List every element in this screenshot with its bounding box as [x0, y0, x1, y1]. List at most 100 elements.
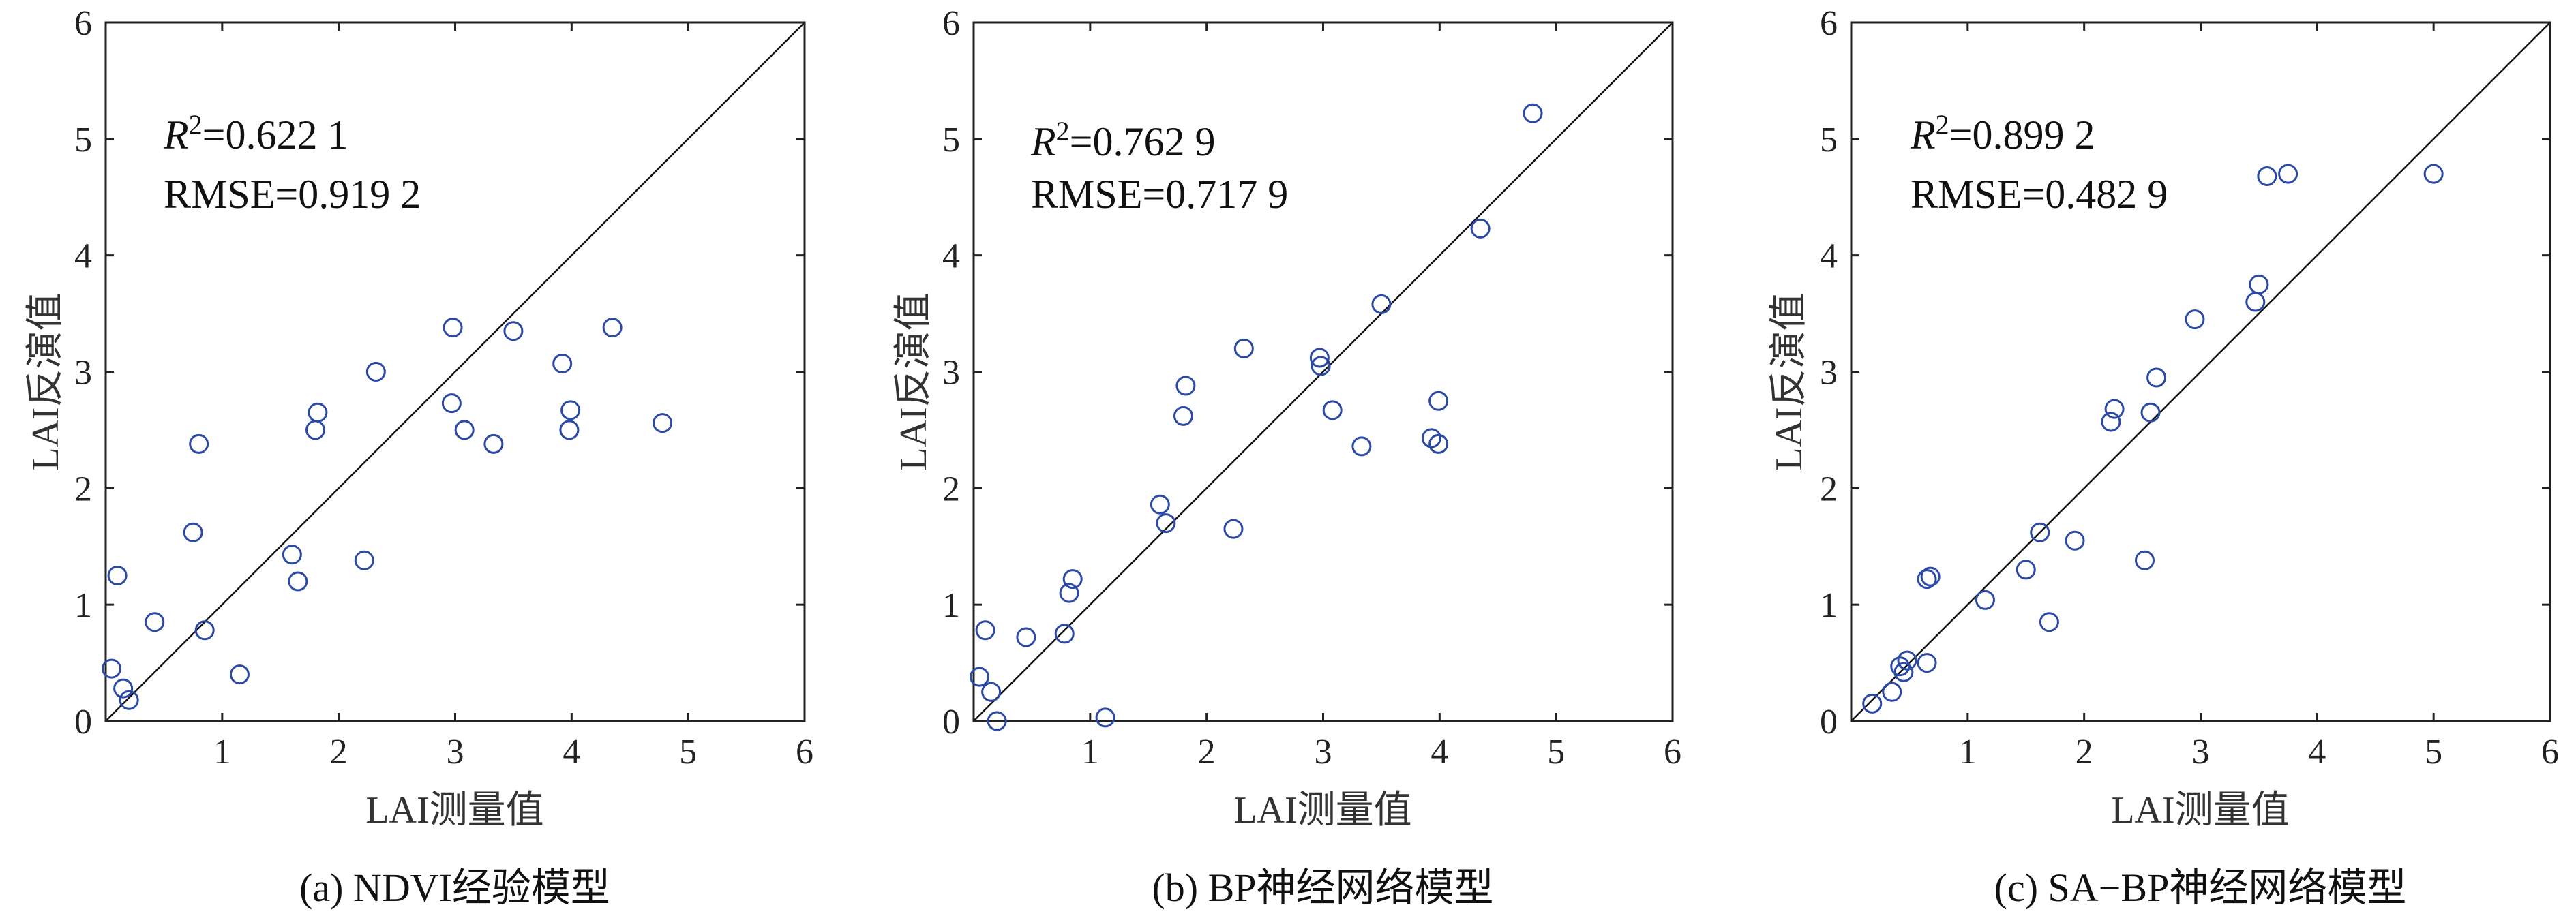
panel-b-data-point — [1173, 406, 1193, 426]
panel-b-xtick-label: 4 — [1431, 733, 1448, 771]
panel-b-ytick-label: 1 — [942, 586, 960, 625]
panel-c-data-point — [2146, 367, 2167, 388]
panel-b-data-point — [1223, 519, 1244, 539]
panel-c-data-point — [2135, 550, 2155, 570]
panel-a-data-point — [552, 354, 573, 374]
panel-c-data-point — [1975, 590, 1995, 610]
panel-a-rmse: RMSE=0.919 2 — [164, 172, 421, 217]
panel-c-data-point — [1862, 693, 1883, 714]
panel-a-data-point — [288, 571, 308, 592]
panel-a-data-point — [194, 620, 215, 641]
panel-a-data-point — [443, 318, 463, 338]
panel-c-r2: R2=0.899 2 — [1910, 109, 2095, 157]
panel-b-ytick-label: 4 — [942, 237, 960, 276]
panel-a-xlabel: LAI测量值 — [365, 789, 543, 831]
panel-a-r2-value: =0.622 1 — [203, 112, 348, 157]
panel-a-data-point — [441, 393, 462, 414]
panel-b-caption: (b) BP神经网络模型 — [1152, 866, 1493, 910]
panel-b-xtick-label: 3 — [1315, 733, 1332, 771]
panel-c-data-point — [2101, 412, 2121, 432]
plot-c-marks: 1 2 3 4 5 6 0 1 2 3 4 5 6 — [1820, 4, 2559, 771]
panel-a-data-point — [308, 402, 328, 423]
panel-b-data-point — [1062, 569, 1083, 590]
panel-b-data-point — [1371, 294, 1392, 314]
panel-b-data-point — [1150, 494, 1170, 515]
panel-a-data-point — [653, 413, 673, 433]
panel-a-data-point — [183, 522, 203, 542]
panel-a-data-point — [102, 658, 122, 679]
panel-c-data-point — [1917, 569, 1937, 590]
panel-c-data-point — [2039, 612, 2059, 632]
panel-b-ytick-label: 0 — [942, 703, 960, 741]
panel-c-r2-symbol: R — [1910, 112, 1936, 157]
panel-b-data-point — [1470, 218, 1491, 239]
panel-c-data-point — [1893, 662, 1914, 682]
panel-a-data-point — [365, 362, 386, 382]
panel-a-data-point — [229, 664, 250, 685]
panel-a-data-point — [145, 612, 165, 632]
panel-c-data-point — [1882, 682, 1902, 702]
panel-a-ytick-label: 4 — [74, 237, 92, 276]
panel-b-data-point — [1095, 707, 1115, 728]
panel-a-xtick-label: 2 — [330, 733, 348, 771]
panel-c-data-point — [2245, 292, 2266, 312]
panel-c-r2-sup: 2 — [1936, 109, 1949, 140]
panel-c-ytick-label: 2 — [1820, 470, 1838, 508]
panel-b-r2: R2=0.762 9 — [1030, 116, 1216, 164]
panel-b-ytick-label: 3 — [942, 354, 960, 393]
panel-c-data-point — [2185, 309, 2205, 330]
panel-c-xtick-label: 4 — [2308, 733, 2326, 771]
panel-c-ylabel: LAI反演值 — [1768, 292, 1810, 470]
panel-c-data-point — [1920, 566, 1941, 587]
panel-c-data-point — [2104, 399, 2125, 419]
panel-b-data-point — [1059, 583, 1079, 603]
panel-b-data-point — [1428, 391, 1449, 411]
panel-b-data-point — [975, 620, 995, 641]
panel-c-ytick-label: 4 — [1820, 237, 1838, 276]
plot-a-marks: 1 2 3 4 5 6 0 1 2 3 4 5 6 — [74, 4, 813, 771]
panel-a-xtick-label: 5 — [679, 733, 697, 771]
panel-a-data-point — [305, 420, 325, 440]
panel-c-ytick-label: 0 — [1820, 703, 1838, 741]
panel-b-xtick-label: 1 — [1081, 733, 1099, 771]
panel-c-caption: (c) SA−BP神经网络模型 — [1994, 866, 2407, 910]
panel-b-r2-symbol: R — [1030, 119, 1056, 164]
panel-b-ytick-label: 2 — [942, 470, 960, 508]
panel-a-r2: R2=0.622 1 — [163, 109, 348, 157]
panel-b-data-point — [1309, 348, 1330, 368]
panel-a-xtick-label: 3 — [447, 733, 464, 771]
panel-a-data-point — [560, 400, 581, 420]
panel-a-data-point — [559, 420, 580, 440]
panel-a-ytick-label: 5 — [74, 121, 92, 159]
panel-a-xtick-label: 6 — [796, 733, 813, 771]
panel-a-ytick-label: 3 — [74, 354, 92, 393]
panel-a-data-point — [483, 433, 504, 454]
panel-c-data-point — [2257, 166, 2277, 186]
panel-a-data-point — [189, 433, 209, 454]
panel-c-ytick-label: 3 — [1820, 354, 1838, 393]
panel-a-reference-line — [105, 22, 805, 722]
panel-b-ytick-label: 6 — [942, 4, 960, 43]
panel-c-xtick-label: 6 — [2541, 733, 2559, 771]
panel-c-ytick-label: 5 — [1820, 121, 1838, 159]
panel-a-data-point — [503, 321, 524, 341]
panel-c-ytick-label: 1 — [1820, 586, 1838, 625]
panel-b-rmse: RMSE=0.717 9 — [1031, 172, 1288, 217]
panel-c-xtick-label: 1 — [1959, 733, 1977, 771]
panel-a-ytick-label: 1 — [74, 586, 92, 625]
panel-a-r2-sup: 2 — [189, 109, 203, 140]
panel-a-xtick-label: 4 — [563, 733, 580, 771]
plot-b-marks: 1 2 3 4 5 6 0 1 2 3 4 5 6 — [942, 4, 1681, 771]
panel-c-rmse: RMSE=0.482 9 — [1911, 172, 2168, 217]
panel-b-data-point — [1351, 436, 1372, 457]
panel-b-ylabel: LAI反演值 — [893, 292, 935, 470]
panel-a-data-point — [113, 678, 134, 699]
panel-a-data-point — [354, 550, 374, 570]
panel-a-ytick-label: 0 — [74, 703, 92, 741]
panel-b-data-point — [1311, 356, 1331, 376]
panel-c-data-point — [1917, 653, 1937, 673]
panel-b-data-point — [1322, 400, 1343, 420]
panel-a-r2-symbol: R — [163, 112, 189, 157]
